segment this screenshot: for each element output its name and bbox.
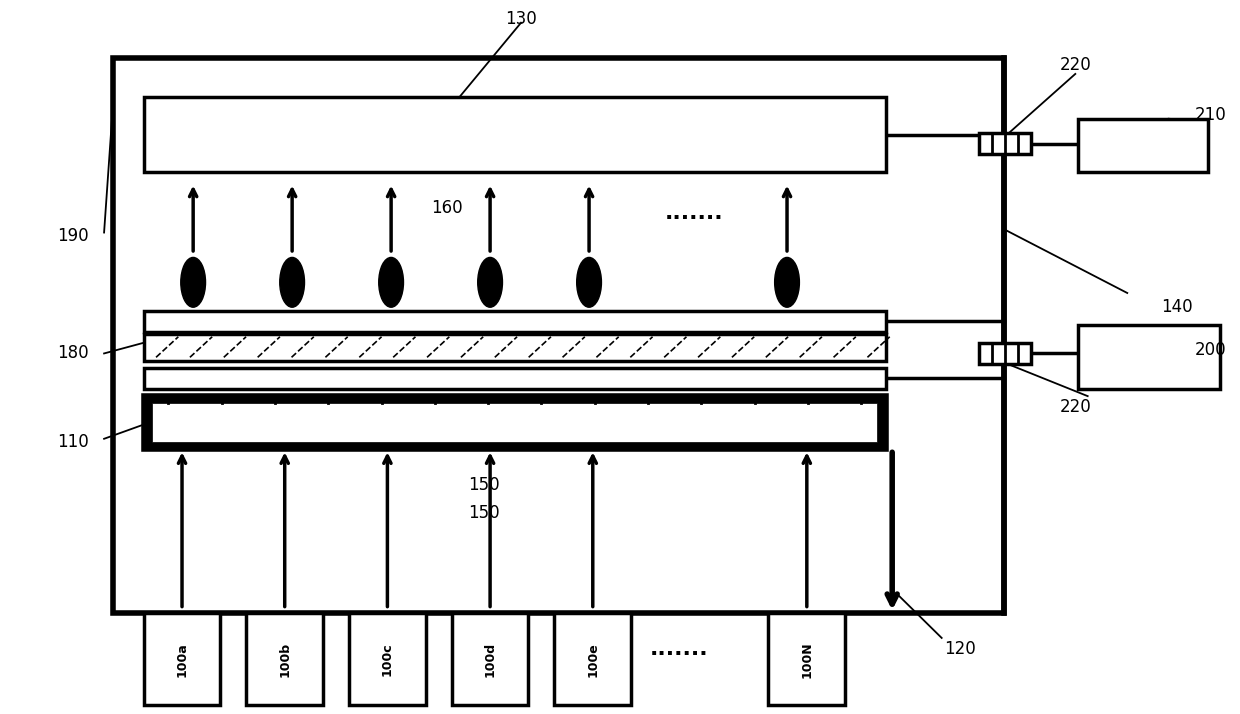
Text: 220: 220	[1059, 398, 1091, 416]
FancyBboxPatch shape	[978, 343, 1030, 364]
FancyBboxPatch shape	[348, 613, 425, 705]
FancyBboxPatch shape	[144, 368, 887, 389]
FancyBboxPatch shape	[978, 133, 1030, 154]
Ellipse shape	[181, 258, 206, 307]
FancyBboxPatch shape	[144, 613, 221, 705]
Text: 130: 130	[505, 10, 537, 28]
Text: 150: 150	[467, 476, 500, 494]
Text: 100e: 100e	[587, 642, 599, 677]
FancyBboxPatch shape	[247, 613, 324, 705]
FancyBboxPatch shape	[554, 613, 631, 705]
Text: 210: 210	[1194, 106, 1226, 124]
Text: 120: 120	[945, 640, 976, 658]
Text: ·······: ·······	[650, 644, 709, 664]
FancyBboxPatch shape	[144, 311, 887, 332]
Text: 100d: 100d	[484, 642, 496, 677]
FancyBboxPatch shape	[451, 613, 528, 705]
Text: 160: 160	[432, 198, 463, 216]
Text: 180: 180	[57, 344, 89, 363]
Ellipse shape	[378, 258, 403, 307]
Text: 100b: 100b	[278, 642, 291, 677]
Text: 190: 190	[57, 227, 89, 245]
FancyBboxPatch shape	[144, 333, 887, 361]
Ellipse shape	[477, 258, 502, 307]
Text: 150: 150	[467, 505, 500, 523]
Ellipse shape	[280, 258, 305, 307]
Text: 200: 200	[1194, 341, 1226, 359]
FancyBboxPatch shape	[769, 613, 846, 705]
FancyBboxPatch shape	[153, 403, 878, 443]
Text: ·······: ·······	[665, 208, 724, 228]
Ellipse shape	[577, 258, 601, 307]
Ellipse shape	[775, 258, 800, 307]
Text: 140: 140	[1161, 298, 1193, 316]
Text: 220: 220	[1059, 56, 1091, 74]
FancyBboxPatch shape	[1078, 119, 1208, 172]
FancyBboxPatch shape	[144, 97, 887, 172]
Text: 100N: 100N	[800, 641, 813, 678]
FancyBboxPatch shape	[113, 59, 1003, 613]
FancyBboxPatch shape	[1078, 325, 1220, 389]
Text: 110: 110	[57, 433, 89, 451]
Text: 100c: 100c	[381, 643, 394, 676]
Text: 100a: 100a	[176, 642, 188, 677]
FancyBboxPatch shape	[144, 396, 887, 449]
